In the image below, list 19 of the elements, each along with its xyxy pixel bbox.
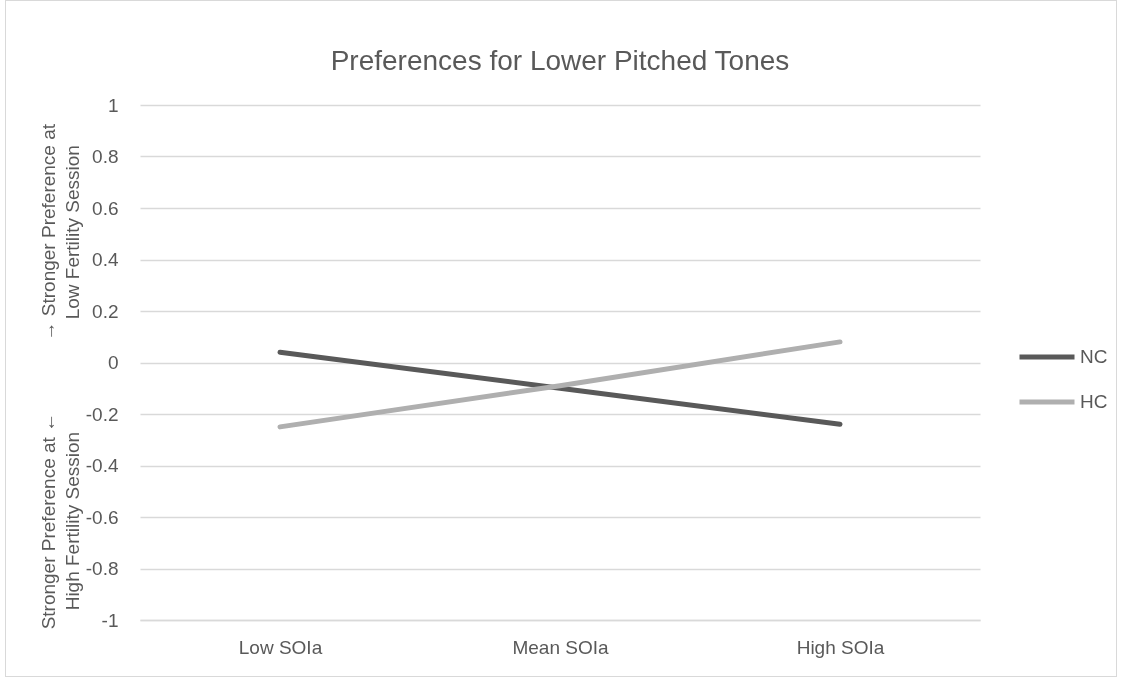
y-tick-label: -0.4 bbox=[85, 455, 119, 476]
x-tick-label: Low SOIa bbox=[238, 636, 323, 658]
legend-label: NC bbox=[1080, 345, 1108, 367]
y-tick-label: 0.2 bbox=[92, 300, 119, 322]
y-tick-label: -0.6 bbox=[85, 506, 119, 528]
y-tick-label: 0.4 bbox=[92, 249, 119, 270]
chart-title: Preferences for Lower Pitched Tones bbox=[330, 45, 790, 76]
x-tick-label: Mean SOIa bbox=[512, 636, 609, 658]
y-tick-label: 0 bbox=[107, 352, 119, 373]
y-tick-label: 0.6 bbox=[92, 197, 119, 219]
text: Stronger Preference at ← High Fertility Session bbox=[38, 412, 83, 630]
y-tick-label: -1 bbox=[101, 609, 119, 631]
y-tick-label: 1 bbox=[107, 94, 119, 116]
y-axis-title: → Stronger Preference at Low Fertility Session bbox=[38, 123, 83, 341]
x-tick-label: High SOIa bbox=[796, 636, 885, 658]
y-tick-label: -0.8 bbox=[85, 558, 119, 579]
y-tick-label: -0.2 bbox=[85, 403, 119, 425]
y-tick-label: 0.8 bbox=[92, 146, 119, 167]
legend-label: HC bbox=[1080, 390, 1108, 412]
